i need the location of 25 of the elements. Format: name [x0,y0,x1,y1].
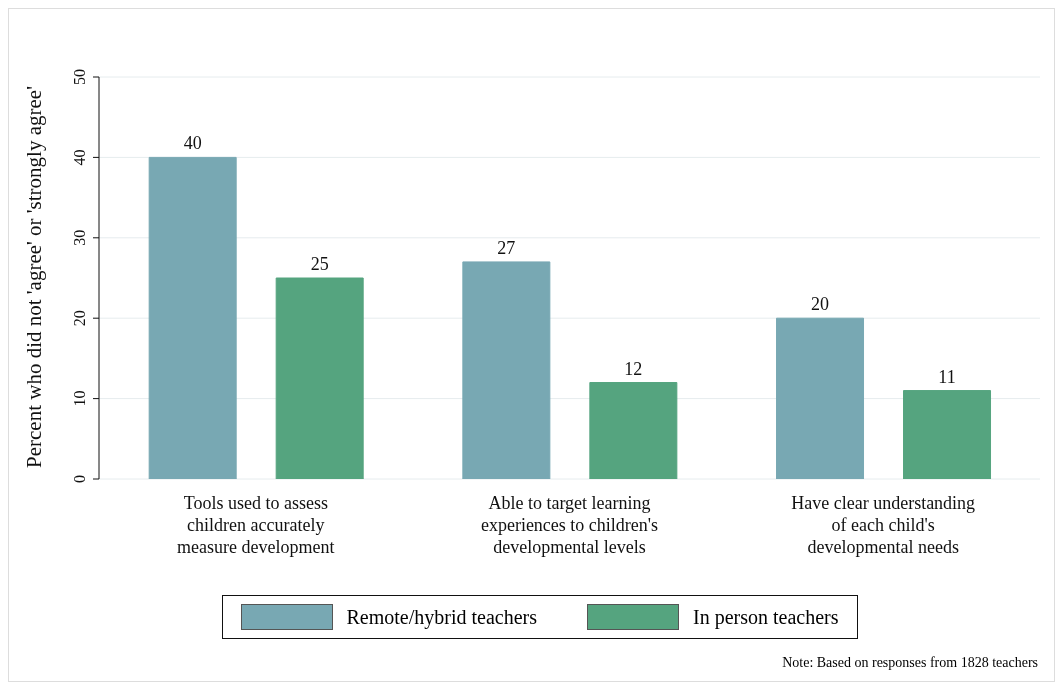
bar [275,277,364,479]
legend-label: Remote/hybrid teachers [346,605,537,629]
data-label: 11 [938,366,956,387]
x-tick-label: Able to target learning experiences to children's developmental levels [480,493,659,557]
text: Note: Based on responses from 1828 teachers [782,655,1038,671]
data-label: 25 [310,254,329,274]
bar [903,390,992,479]
y-tick-label: 0 [71,475,88,483]
bar [776,317,865,479]
y-tick-label: 10 [71,390,88,407]
y-tick-label: 20 [71,310,88,327]
data-label: 20 [811,294,830,315]
data-label: 40 [183,133,202,154]
y-tick-label: 30 [71,229,88,246]
legend-label: In person teachers [693,605,839,629]
data-label: 12 [624,358,643,379]
y-axis-title: Percent who did not 'agree' or 'strongly agree' [22,86,47,468]
x-tick-label: Tools used to assess children accurately measure development [177,493,335,557]
data-label: 27 [497,237,516,258]
y-tick-label: 50 [71,69,88,85]
x-tick-label: Have clear understanding of each child's developmental needs [791,493,976,557]
bar [148,156,237,479]
bar [589,382,678,479]
bar [462,261,551,479]
y-tick-label: 40 [71,149,88,166]
